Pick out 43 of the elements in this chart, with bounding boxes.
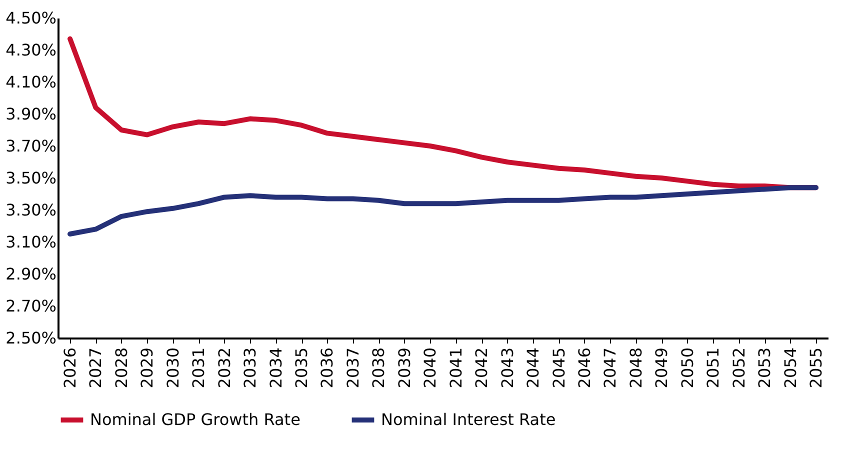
- x-tick-label: 2031: [189, 348, 208, 388]
- x-tick-label: 2029: [138, 348, 157, 388]
- x-tick-label: 2045: [549, 348, 568, 388]
- x-tick-label: 2050: [678, 348, 697, 388]
- y-tick-label: 4.30%: [6, 40, 56, 60]
- x-tick-label: 2033: [240, 348, 260, 388]
- y-tick-label: 4.10%: [6, 72, 56, 92]
- y-tick-label: 3.70%: [6, 136, 56, 156]
- y-tick-label: 3.90%: [6, 104, 56, 124]
- x-tick-label: 2030: [163, 348, 182, 388]
- x-tick-label: 2036: [318, 348, 337, 388]
- x-tick-label: 2049: [652, 348, 672, 388]
- legend-label: Nominal GDP Growth Rate: [90, 410, 300, 429]
- x-tick-label: 2039: [394, 348, 414, 388]
- y-tick-label: 2.50%: [6, 328, 56, 348]
- y-tick-label: 4.50%: [6, 8, 56, 28]
- x-tick-label: 2053: [755, 348, 774, 388]
- x-tick-label: 2042: [472, 348, 492, 388]
- y-tick-label: 3.30%: [6, 200, 56, 220]
- y-tick-label: 3.50%: [6, 168, 56, 188]
- y-tick-label: 2.70%: [6, 296, 56, 316]
- legend-label: Nominal Interest Rate: [381, 410, 556, 429]
- x-tick-label: 2034: [266, 348, 286, 388]
- x-tick-label: 2046: [574, 348, 594, 388]
- x-tick-label: 2027: [86, 348, 106, 388]
- x-tick-label: 2037: [343, 348, 362, 388]
- x-tick-label: 2040: [420, 348, 440, 388]
- x-tick-label: 2055: [806, 348, 826, 388]
- x-tick-label: 2052: [729, 348, 748, 388]
- x-tick-label: 2043: [498, 348, 517, 388]
- x-tick-label: 2028: [112, 348, 131, 388]
- x-tick-label: 2032: [214, 348, 234, 388]
- x-tick-label: 2047: [600, 348, 620, 388]
- x-tick-label: 2041: [446, 348, 466, 388]
- y-tick-label: 3.10%: [6, 232, 56, 252]
- y-tick-label: 2.90%: [6, 264, 56, 284]
- x-tick-label: 2044: [524, 348, 543, 388]
- x-tick-label: 2051: [704, 348, 723, 388]
- x-tick-label: 2026: [60, 348, 80, 388]
- x-tick-label: 2035: [292, 348, 312, 388]
- x-tick-label: 2054: [780, 348, 800, 388]
- x-tick-label: 2048: [626, 348, 646, 388]
- x-tick-label: 2038: [369, 348, 388, 388]
